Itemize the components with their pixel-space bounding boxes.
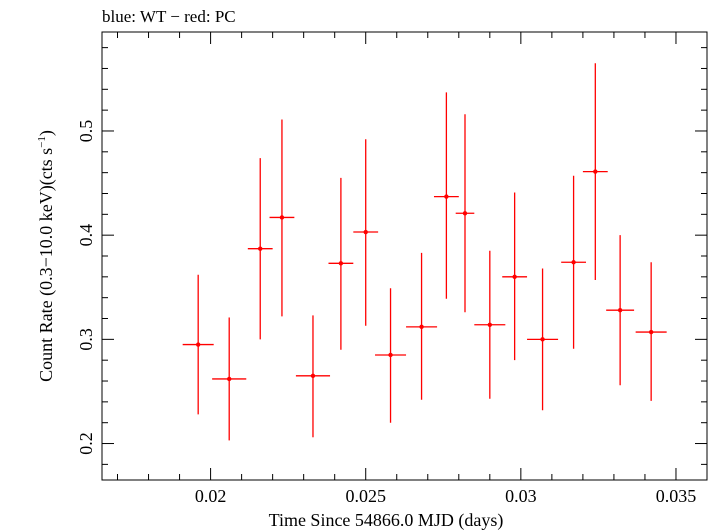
x-tick-label: 0.02 — [195, 486, 227, 506]
data-marker — [227, 376, 232, 382]
data-point — [455, 114, 475, 313]
y-axis-label-tail: ) — [36, 130, 57, 136]
x-tick-label: 0.025 — [345, 486, 386, 506]
data-marker — [419, 324, 424, 330]
data-point — [269, 119, 295, 317]
axis-ticks — [102, 32, 708, 480]
data-point — [375, 288, 407, 423]
data-point — [182, 274, 214, 415]
y-axis-label: Count Rate (0.3−10.0 keV)(cts s−1) — [36, 130, 57, 382]
data-point — [247, 158, 273, 340]
y-tick-label: 0.3 — [76, 328, 96, 351]
data-point — [527, 268, 559, 411]
data-marker — [258, 246, 263, 251]
data-marker — [648, 329, 654, 335]
chart-title: blue: WT − red: PC — [102, 7, 236, 26]
data-marker — [512, 274, 517, 280]
data-point — [212, 317, 247, 441]
data-marker — [540, 337, 545, 342]
tick-labels: 0.02 0.025 0.03 0.035 0.2 0.3 0.4 0.5 — [76, 120, 696, 506]
x-axis-label: Time Since 54866.0 MJD (days) — [269, 510, 504, 531]
data-point — [406, 252, 438, 400]
data-point — [353, 139, 379, 326]
data-point — [502, 192, 528, 361]
data-point — [582, 63, 608, 280]
data-marker — [195, 342, 201, 347]
data-marker — [363, 229, 368, 235]
data-point — [474, 250, 506, 399]
x-tick-label: 0.03 — [505, 486, 537, 506]
data-point — [561, 175, 586, 349]
data-marker — [593, 169, 598, 174]
data-marker — [310, 373, 316, 379]
data-point — [635, 262, 667, 401]
data-marker — [462, 211, 468, 216]
data-marker — [388, 352, 393, 358]
y-tick-label: 0.5 — [76, 120, 96, 143]
y-axis-label-sup: −1 — [36, 136, 48, 148]
data-points — [182, 63, 667, 441]
data-marker — [444, 194, 449, 199]
data-marker — [617, 307, 623, 313]
y-axis-label-main: Count Rate (0.3−10.0 keV)(cts s — [36, 148, 57, 382]
data-point — [328, 177, 354, 350]
data-point — [433, 92, 459, 299]
data-marker — [487, 322, 493, 327]
y-tick-label: 0.4 — [76, 224, 96, 247]
data-point — [295, 315, 331, 438]
data-point — [606, 235, 635, 386]
y-tick-label: 0.2 — [76, 432, 96, 455]
data-marker — [338, 261, 344, 266]
data-marker — [279, 215, 285, 220]
x-tick-label: 0.035 — [656, 486, 697, 506]
data-marker — [571, 260, 576, 265]
